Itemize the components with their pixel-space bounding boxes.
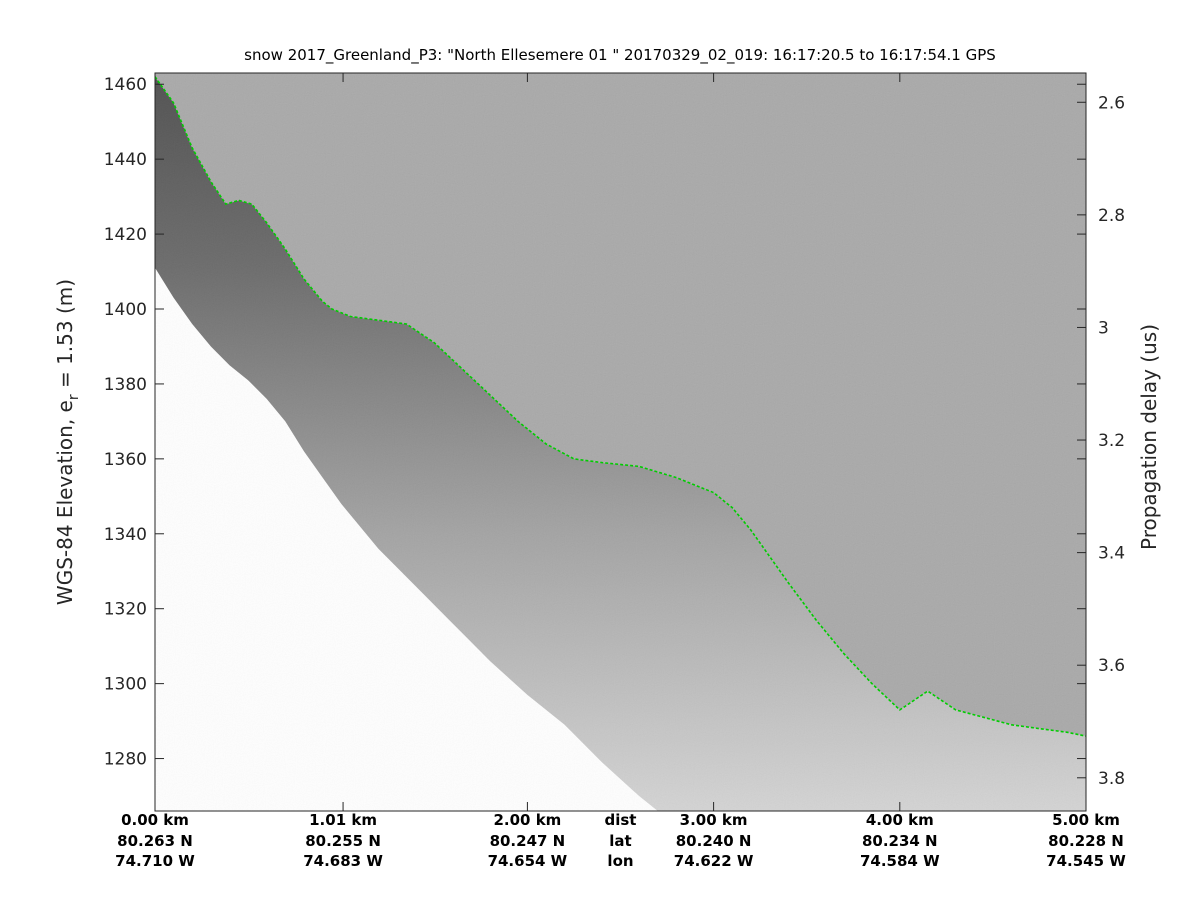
x-dist-label: 5.00 km <box>1052 811 1120 829</box>
x-lat-label: 80.240 N <box>676 832 752 850</box>
x-lon-label: 74.683 W <box>303 852 383 870</box>
x-lat-label: 80.255 N <box>305 832 381 850</box>
y2-tick-label: 3 <box>1098 318 1109 338</box>
y-tick-label: 1340 <box>104 525 147 545</box>
x-lat-label: 80.228 N <box>1048 832 1124 850</box>
y-tick-label: 1280 <box>104 750 147 770</box>
x-lat-label: 80.263 N <box>117 832 193 850</box>
y-tick-label: 1300 <box>104 675 147 695</box>
y2-tick-label: 3.2 <box>1098 431 1125 451</box>
y-axis-label: WGS-84 Elevation, er = 1.53 (m) <box>53 279 82 605</box>
surface-trace-line <box>155 76 1086 737</box>
plot-frame <box>154 72 1087 812</box>
x-lon-label: 74.654 W <box>488 852 568 870</box>
x-row-name-dist: dist <box>605 811 637 829</box>
x-row-name-lon: lon <box>607 852 633 870</box>
x-lon-label: 74.710 W <box>115 852 195 870</box>
x-dist-label: 2.00 km <box>493 811 561 829</box>
right-y-axis: 2.6 2.8 3 3.2 3.4 3.6 3.8 <box>1077 93 1125 789</box>
x-lat-label: 80.234 N <box>862 832 938 850</box>
x-row-name-lat: lat <box>609 832 631 850</box>
x-axis-labels: 0.00 km 80.263 N 74.710 W 1.01 km 80.255 N 74… <box>115 73 1126 870</box>
y-tick-label: 1460 <box>104 75 147 95</box>
y-axis-label-tail: = 1.53 (m) <box>53 279 77 394</box>
y2-tick-label: 3.6 <box>1098 656 1125 676</box>
y-tick-label: 1420 <box>104 225 147 245</box>
noise-overlay <box>155 73 1086 811</box>
y-tick-label: 1400 <box>104 300 147 320</box>
x-lat-label: 80.247 N <box>490 832 566 850</box>
y2-tick-label: 3.8 <box>1098 769 1125 789</box>
x-lon-label: 74.622 W <box>674 852 754 870</box>
y-tick-label: 1440 <box>104 150 147 170</box>
y-axis-label-main: WGS-84 Elevation, e <box>53 400 77 605</box>
x-lon-label: 74.545 W <box>1046 852 1126 870</box>
y2-tick-label: 3.4 <box>1098 544 1125 564</box>
y-tick-label: 1360 <box>104 450 147 470</box>
plot-area <box>155 73 1086 811</box>
y-tick-label: 1320 <box>104 600 147 620</box>
x-dist-label: 4.00 km <box>866 811 934 829</box>
chart-title: snow 2017_Greenland_P3: "North Ellesemer… <box>244 46 996 65</box>
left-y-axis: 1280 1300 1320 1340 1360 1380 1400 1420 1440 1460 <box>104 75 1086 770</box>
x-dist-label: 3.00 km <box>680 811 748 829</box>
x-lon-label: 74.584 W <box>860 852 940 870</box>
x-dist-label: 0.00 km <box>121 811 189 829</box>
x-dist-label: 1.01 km <box>309 811 377 829</box>
y-tick-label: 1380 <box>104 375 147 395</box>
y2-tick-label: 2.6 <box>1098 93 1125 113</box>
y2-tick-label: 2.8 <box>1098 206 1125 226</box>
y-axis-label-subscript: r <box>66 394 82 400</box>
y2-axis-label: Propagation delay (us) <box>1137 324 1161 550</box>
